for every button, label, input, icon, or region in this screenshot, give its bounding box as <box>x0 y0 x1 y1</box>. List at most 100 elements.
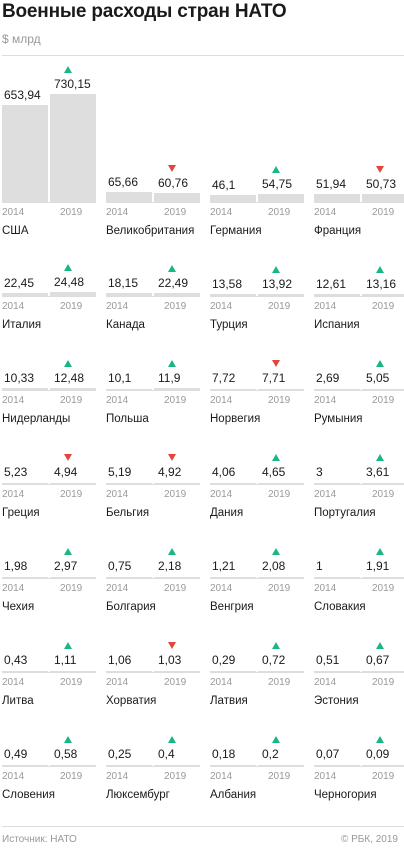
year-label-2014: 2014 <box>2 207 25 218</box>
year-label-2014: 2014 <box>210 395 233 406</box>
year-label-2019: 2019 <box>268 489 291 500</box>
value-2014: 2,69 <box>316 371 340 385</box>
bar-2019 <box>154 670 200 672</box>
value-2019: 2,08 <box>262 559 286 573</box>
country-name: Албания <box>210 789 257 801</box>
value-2019: 0,67 <box>366 653 390 667</box>
trend-up-icon <box>64 642 72 649</box>
baseline <box>106 296 200 297</box>
baseline <box>2 202 96 203</box>
trend-down-icon <box>168 454 176 461</box>
value-2019: 1,91 <box>366 559 390 573</box>
value-2014: 3 <box>316 465 323 479</box>
bar-2014 <box>314 482 360 484</box>
value-2019: 13,16 <box>366 277 397 291</box>
value-2019: 4,65 <box>262 465 286 479</box>
value-2019: 4,92 <box>158 465 182 479</box>
year-label-2014: 2014 <box>106 771 129 782</box>
year-label-2019: 2019 <box>164 677 187 688</box>
country-name: Канада <box>106 319 145 331</box>
copyright-note: © РБК, 2019 <box>340 834 398 845</box>
value-2014: 1,21 <box>212 559 236 573</box>
baseline <box>314 484 404 485</box>
bar-2019 <box>50 764 96 766</box>
value-2019: 730,15 <box>54 77 91 91</box>
country-name: Франция <box>314 225 362 237</box>
value-2014: 0,49 <box>4 747 28 761</box>
trend-up-icon <box>64 360 72 367</box>
value-2014: 7,72 <box>212 371 236 385</box>
bar-2014 <box>210 195 256 202</box>
year-label-2019: 2019 <box>60 395 83 406</box>
country-name: Португалия <box>314 507 376 519</box>
bar-2014 <box>106 576 152 578</box>
value-2019: 0,4 <box>158 747 175 761</box>
value-2014: 0,29 <box>212 653 236 667</box>
bar-2014 <box>210 293 256 296</box>
value-2019: 0,58 <box>54 747 78 761</box>
year-label-2019: 2019 <box>372 207 395 218</box>
trend-up-icon <box>272 165 280 173</box>
bar-2014 <box>106 764 152 766</box>
value-2014: 0,43 <box>4 653 28 667</box>
bar-2019 <box>50 670 96 672</box>
bar-2014 <box>314 764 360 766</box>
trend-up-icon <box>272 548 280 555</box>
year-label-2019: 2019 <box>60 677 83 688</box>
baseline <box>106 672 200 673</box>
country-name: Черногория <box>314 789 377 801</box>
trend-up-icon <box>168 264 176 272</box>
value-2019: 3,61 <box>366 465 390 479</box>
bar-2019 <box>50 292 96 296</box>
year-label-2014: 2014 <box>314 395 337 406</box>
value-2019: 2,18 <box>158 559 182 573</box>
year-label-2019: 2019 <box>268 301 291 312</box>
year-label-2019: 2019 <box>372 771 395 782</box>
year-label-2014: 2014 <box>2 301 25 312</box>
baseline <box>2 484 96 485</box>
bar-2019 <box>362 670 404 672</box>
baseline <box>106 390 200 391</box>
country-name: Турция <box>210 319 248 331</box>
year-label-2014: 2014 <box>106 301 129 312</box>
value-2019: 2,97 <box>54 559 78 573</box>
year-label-2014: 2014 <box>210 771 233 782</box>
value-2014: 0,75 <box>108 559 132 573</box>
value-2014: 10,1 <box>108 371 132 385</box>
year-label-2019: 2019 <box>164 583 187 594</box>
bar-2019 <box>154 292 200 296</box>
bar-2014 <box>106 293 152 296</box>
trend-up-icon <box>64 264 72 272</box>
country-name: США <box>2 225 29 237</box>
year-label-2019: 2019 <box>372 395 395 406</box>
year-label-2019: 2019 <box>372 583 395 594</box>
bar-2019 <box>362 576 404 578</box>
year-label-2014: 2014 <box>210 583 233 594</box>
bar-2019 <box>258 193 304 202</box>
chart-title: Военные расходы стран НАТО <box>2 1 287 22</box>
bar-2019 <box>362 482 404 484</box>
bar-2019 <box>154 482 200 484</box>
year-label-2019: 2019 <box>268 583 291 594</box>
value-2019: 7,71 <box>262 371 286 385</box>
bar-2014 <box>106 388 152 390</box>
value-2014: 13,58 <box>212 276 243 291</box>
country-name: Люксембург <box>106 789 170 801</box>
baseline <box>2 390 96 391</box>
baseline <box>314 202 404 203</box>
bar-2019 <box>50 576 96 578</box>
baseline <box>210 296 304 297</box>
year-label-2014: 2014 <box>106 677 129 688</box>
country-name: Эстония <box>314 695 359 707</box>
country-name: Германия <box>210 225 262 237</box>
trend-up-icon <box>376 454 384 461</box>
baseline <box>106 484 200 485</box>
year-label-2019: 2019 <box>372 677 395 688</box>
bar-2014 <box>314 388 360 390</box>
country-name: Италия <box>2 319 42 331</box>
trend-up-icon <box>272 265 280 273</box>
value-2019: 12,48 <box>54 371 85 385</box>
bar-2014 <box>106 482 152 484</box>
source-note: Источник: НАТО <box>2 834 77 845</box>
value-2014: 51,94 <box>316 177 347 192</box>
